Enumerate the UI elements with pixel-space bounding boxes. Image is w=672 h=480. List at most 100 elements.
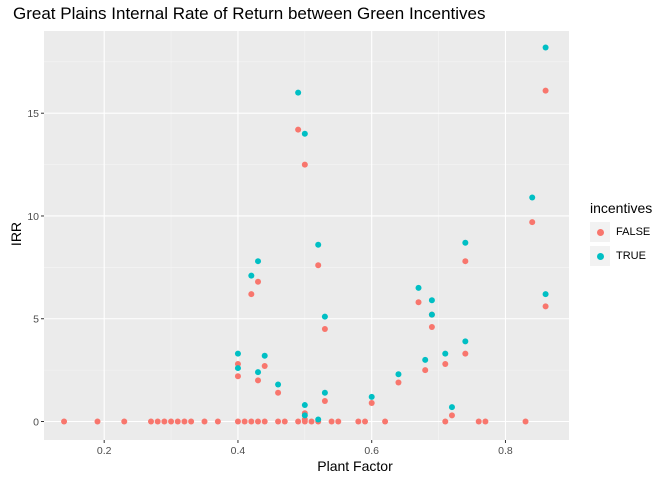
data-point-true <box>255 258 262 265</box>
data-point-false <box>335 418 342 425</box>
data-point-false <box>281 418 288 425</box>
plot-panel <box>44 31 569 440</box>
legend-key-false <box>590 222 610 242</box>
data-point-true <box>301 412 308 419</box>
data-point-true <box>315 241 322 248</box>
data-point-true <box>321 389 328 396</box>
data-point-false <box>121 418 128 425</box>
data-point-false <box>301 416 308 423</box>
data-point-true <box>248 272 255 279</box>
data-point-false <box>482 418 489 425</box>
data-point-false <box>148 418 155 425</box>
data-point-false <box>355 418 362 425</box>
legend-dot-true <box>596 252 604 260</box>
data-point-true <box>395 371 402 378</box>
data-point-false <box>301 161 308 168</box>
data-point-false <box>395 379 402 386</box>
data-point-false <box>308 418 315 425</box>
data-point-false <box>475 418 482 425</box>
data-point-false <box>61 418 68 425</box>
legend-item-false: FALSE <box>590 220 652 244</box>
data-point-true <box>448 404 455 411</box>
data-point-false <box>94 418 101 425</box>
y-tick-label: 0 <box>33 416 39 428</box>
data-point-true <box>295 89 302 96</box>
data-point-true <box>462 338 469 345</box>
data-point-true <box>542 291 549 298</box>
data-point-false <box>255 278 262 285</box>
data-point-false <box>188 418 195 425</box>
y-tick-label: 5 <box>33 314 39 326</box>
x-axis-ticks: 0.2 0.4 0.6 0.8 <box>97 440 513 457</box>
x-tick-label: 0.4 <box>231 445 246 457</box>
data-point-true <box>422 356 429 363</box>
data-point-false <box>201 418 208 425</box>
data-point-true <box>315 416 322 423</box>
legend-item-true: TRUE <box>590 244 652 268</box>
data-point-true <box>275 381 282 388</box>
data-point-true <box>301 130 308 137</box>
data-point-false <box>168 418 175 425</box>
data-points <box>61 44 549 425</box>
data-point-true <box>368 393 375 400</box>
legend-label-true: TRUE <box>616 250 646 262</box>
data-point-false <box>234 373 241 380</box>
data-point-false <box>261 363 268 370</box>
data-point-false <box>255 418 262 425</box>
data-point-false <box>422 367 429 374</box>
data-point-false <box>382 418 389 425</box>
y-axis-label: IRR <box>8 221 24 247</box>
data-point-false <box>428 323 435 330</box>
data-point-false <box>442 360 449 367</box>
data-point-true <box>442 350 449 357</box>
data-point-true <box>234 350 241 357</box>
chart-title: Great Plains Internal Rate of Return bet… <box>13 4 486 23</box>
data-point-false <box>161 418 168 425</box>
y-tick-label: 15 <box>27 108 39 120</box>
data-point-false <box>448 412 455 419</box>
x-tick-label: 0.8 <box>498 445 513 457</box>
data-point-false <box>315 262 322 269</box>
data-point-false <box>275 389 282 396</box>
data-point-false <box>255 377 262 384</box>
data-point-true <box>529 194 536 201</box>
data-point-true <box>321 313 328 320</box>
data-point-false <box>241 418 248 425</box>
data-point-false <box>295 126 302 133</box>
data-point-false <box>174 418 181 425</box>
data-point-false <box>415 299 422 306</box>
data-point-false <box>321 397 328 404</box>
data-point-false <box>542 303 549 310</box>
data-point-false <box>214 418 221 425</box>
data-point-false <box>462 258 469 265</box>
legend-key-true <box>590 246 610 266</box>
data-point-true <box>428 297 435 304</box>
data-point-false <box>248 418 255 425</box>
data-point-false <box>328 418 335 425</box>
data-point-false <box>442 418 449 425</box>
data-point-false <box>368 400 375 407</box>
data-point-true <box>462 239 469 246</box>
data-point-false <box>362 418 369 425</box>
y-axis-ticks: 0 5 10 15 <box>27 108 44 428</box>
data-point-false <box>234 418 241 425</box>
data-point-false <box>321 326 328 333</box>
minor-gridlines <box>44 31 569 440</box>
data-point-false <box>248 291 255 298</box>
data-point-false <box>462 350 469 357</box>
data-point-false <box>275 418 282 425</box>
data-point-true <box>234 365 241 372</box>
legend-title: incentives <box>590 200 653 216</box>
data-point-false <box>181 418 188 425</box>
legend: incentives FALSE TRUE <box>590 200 652 268</box>
x-tick-label: 0.2 <box>97 445 112 457</box>
data-point-false <box>295 418 302 425</box>
data-point-true <box>255 369 262 376</box>
data-point-false <box>529 219 536 226</box>
y-tick-label: 10 <box>27 211 39 223</box>
legend-dot-false <box>596 228 604 236</box>
data-point-false <box>261 418 268 425</box>
data-point-true <box>301 402 308 409</box>
x-axis-label: Plant Factor <box>317 458 393 474</box>
